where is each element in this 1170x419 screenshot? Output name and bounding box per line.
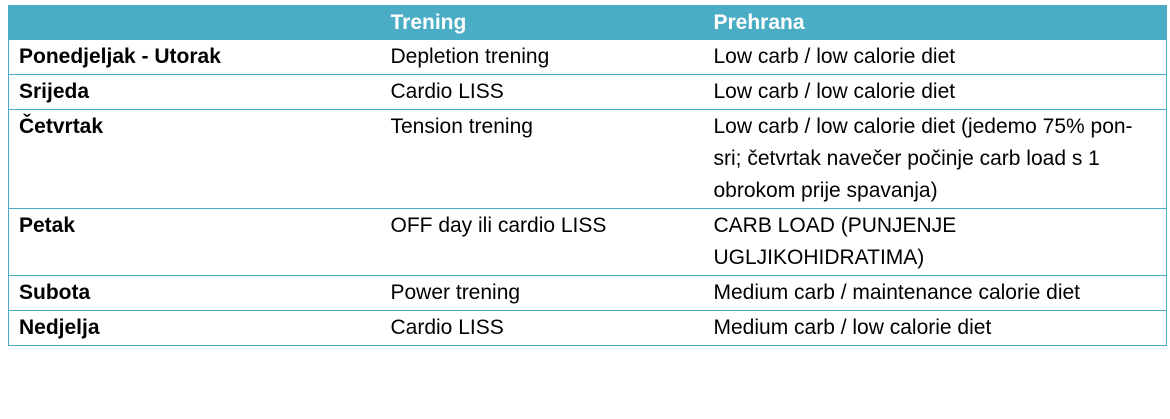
- row-diet: Medium carb / low calorie diet: [703, 310, 1167, 346]
- row-diet: Low carb / low calorie diet: [703, 39, 1167, 75]
- table-header-row: Trening Prehrana: [8, 5, 1167, 40]
- table-row: Srijeda Cardio LISS Low carb / low calor…: [8, 74, 1167, 110]
- row-day: Petak: [8, 208, 381, 276]
- header-diet: Prehrana: [713, 11, 805, 34]
- table-row: Ponedjeljak - Utorak Depletion trening L…: [8, 39, 1167, 75]
- row-diet: CARB LOAD (PUNJENJE UGLJIKOHIDRATIMA): [703, 208, 1167, 276]
- header-day: [9, 5, 381, 40]
- row-day: Ponedjeljak - Utorak: [8, 39, 381, 75]
- row-training: Power trening: [380, 275, 704, 311]
- row-training: Cardio LISS: [380, 310, 704, 346]
- row-training: Depletion trening: [380, 39, 704, 75]
- row-training: Cardio LISS: [380, 74, 704, 110]
- row-day: Nedjelja: [8, 310, 381, 346]
- table-row: Subota Power trening Medium carb / maint…: [8, 275, 1167, 311]
- row-day: Četvrtak: [8, 109, 381, 209]
- row-diet: Low carb / low calorie diet: [703, 74, 1167, 110]
- weekly-plan-table: Trening Prehrana Ponedjeljak - Utorak De…: [8, 5, 1167, 346]
- header-training: Trening: [390, 11, 467, 34]
- row-diet: Medium carb / maintenance calorie diet: [703, 275, 1167, 311]
- row-day: Srijeda: [8, 74, 381, 110]
- row-training: Tension trening: [380, 109, 704, 209]
- row-diet: Low carb / low calorie diet (jedemo 75% …: [703, 109, 1167, 209]
- table-row: Nedjelja Cardio LISS Medium carb / low c…: [8, 310, 1167, 346]
- row-training: OFF day ili cardio LISS: [380, 208, 704, 276]
- table-row: Petak OFF day ili cardio LISS CARB LOAD …: [8, 208, 1167, 276]
- row-day: Subota: [8, 275, 381, 311]
- table-row: Četvrtak Tension trening Low carb / low …: [8, 109, 1167, 209]
